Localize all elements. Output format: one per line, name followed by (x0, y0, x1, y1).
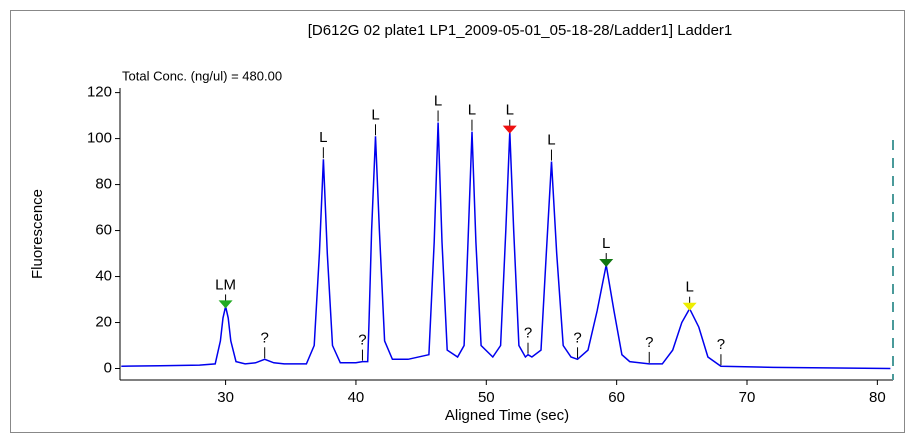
panel-frame (10, 10, 905, 433)
peak-marker (218, 300, 233, 309)
x-tick-label: 70 (739, 389, 756, 406)
x-tick-label: 80 (869, 389, 886, 406)
x-tick-label: 50 (478, 389, 495, 406)
peak-marker (682, 302, 697, 311)
peak-label: L (468, 102, 476, 119)
x-tick-label: 30 (217, 389, 234, 406)
peak-label: ? (524, 325, 532, 342)
x-tick-label: 40 (348, 389, 365, 406)
peak-label: L (371, 106, 379, 123)
peak-label: L (602, 235, 610, 252)
chart-title: [D612G 02 plate1 LP1_2009-05-01_05-18-28… (308, 22, 733, 39)
peak-label: L (434, 92, 442, 109)
x-tick-label: 60 (608, 389, 625, 406)
peak-marker (502, 125, 517, 134)
peak-label: L (547, 132, 555, 149)
y-tick-label: 120 (87, 84, 112, 101)
y-axis-label: Fluorescence (29, 189, 46, 279)
annotation: Total Conc. (ng/ul) = 480.00 (122, 68, 282, 83)
peak-label: ? (717, 336, 725, 353)
peak-marker (599, 259, 614, 268)
x-axis-label: Aligned Time (sec) (445, 407, 569, 424)
peak-label: ? (261, 329, 269, 346)
peak-label: ? (645, 334, 653, 351)
peak-label: ? (358, 332, 366, 349)
y-tick-label: 20 (95, 313, 112, 330)
y-tick-label: 80 (95, 176, 112, 193)
peak-label: L (506, 102, 514, 119)
y-tick-label: 0 (104, 359, 112, 376)
peak-label: LM (215, 276, 236, 293)
peak-label: L (319, 129, 327, 146)
y-tick-label: 60 (95, 222, 112, 239)
peak-label: L (685, 279, 693, 296)
y-tick-label: 100 (87, 130, 112, 147)
y-tick-label: 40 (95, 268, 112, 285)
peak-label: ? (573, 329, 581, 346)
trace (121, 122, 891, 370)
